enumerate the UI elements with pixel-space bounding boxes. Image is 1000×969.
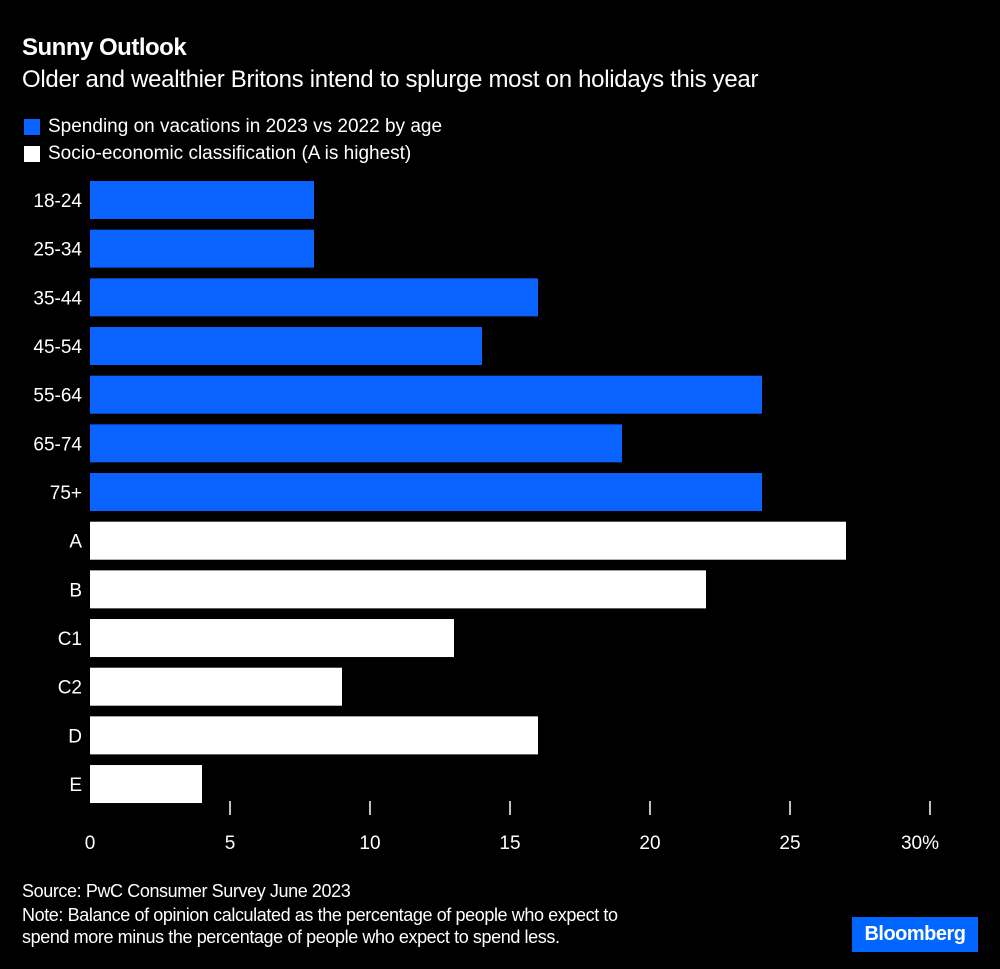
bar-45-54 <box>90 327 482 366</box>
category-label: E <box>69 775 82 796</box>
bar-55-64 <box>90 375 762 414</box>
category-label: B <box>69 580 82 601</box>
x-tick-label: 25 <box>779 833 800 854</box>
category-label: 75+ <box>50 483 82 504</box>
note-line-1: Note: Balance of opinion calculated as t… <box>22 905 618 925</box>
source-note: Source: PwC Consumer Survey June 2023 <box>22 881 351 901</box>
x-tick-label: 5 <box>225 833 236 854</box>
category-label: 18-24 <box>33 191 82 212</box>
category-label: C2 <box>58 678 82 699</box>
x-tick-label: 15 <box>499 833 520 854</box>
legend-swatch-white <box>24 146 40 162</box>
bar-35-44 <box>90 278 538 317</box>
category-label: 45-54 <box>33 337 82 358</box>
legend-swatch-blue <box>24 119 40 135</box>
category-label: C1 <box>58 629 82 650</box>
legend-label: Spending on vacations in 2023 vs 2022 by… <box>48 116 443 137</box>
legend-label: Socio-economic classification (A is high… <box>48 143 412 164</box>
bar-75+ <box>90 473 762 512</box>
category-label: 35-44 <box>33 288 82 309</box>
bar-65-74 <box>90 424 622 463</box>
bar-D <box>90 716 538 755</box>
bloomberg-logo: Bloomberg <box>852 917 978 952</box>
bar-A <box>90 521 846 560</box>
bar-B <box>90 570 706 609</box>
category-label: 65-74 <box>33 434 82 455</box>
category-label: 25-34 <box>33 240 82 261</box>
chart-subtitle: Older and wealthier Britons intend to sp… <box>22 66 759 93</box>
category-label: D <box>68 726 82 747</box>
bar-25-34 <box>90 229 314 268</box>
bar-C1 <box>90 619 454 658</box>
x-tick-label: 30% <box>901 833 939 854</box>
category-label: A <box>69 532 82 553</box>
chart-title: Sunny Outlook <box>22 34 187 61</box>
bar-18-24 <box>90 181 314 219</box>
x-tick-label: 10 <box>359 833 380 854</box>
legend-item-socio: Socio-economic classification (A is high… <box>24 143 411 165</box>
category-label: 55-64 <box>33 386 82 407</box>
x-tick-label: 20 <box>639 833 660 854</box>
x-tick-label: 0 <box>85 833 96 854</box>
bar-C2 <box>90 667 342 706</box>
note-line-2: spend more minus the percentage of peopl… <box>22 927 560 947</box>
bar-E <box>90 765 202 804</box>
legend-item-age: Spending on vacations in 2023 vs 2022 by… <box>24 116 442 138</box>
